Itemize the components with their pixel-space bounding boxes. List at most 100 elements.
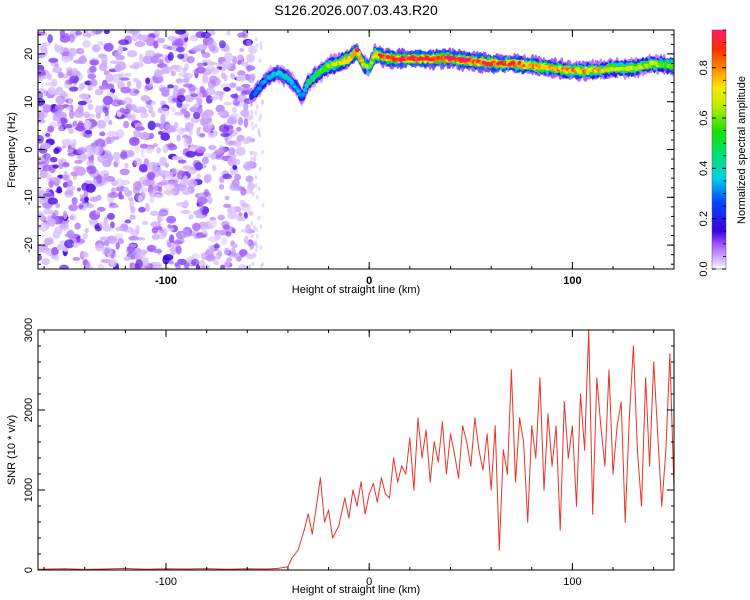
noise-blob [96, 174, 103, 184]
noise-blob [68, 98, 73, 105]
snr-point [490, 489, 492, 491]
noise-blob [58, 117, 68, 125]
noise-blob [229, 82, 237, 88]
noise-blob [157, 107, 163, 114]
noise-blob [38, 222, 49, 232]
noise-blob [58, 224, 68, 229]
noise-blob [139, 143, 149, 149]
signal-band-cell [301, 92, 306, 96]
noise-blob [78, 93, 89, 100]
noise-blob [257, 186, 261, 192]
noise-blob [162, 254, 174, 261]
noise-blob [230, 247, 236, 257]
snr-point [579, 393, 582, 395]
noise-blob [106, 153, 114, 164]
snr-point [551, 465, 553, 467]
noise-blob [248, 265, 252, 269]
colorbar-tick-label: 0.2 [698, 211, 710, 226]
noise-blob [103, 30, 110, 34]
snr-point [421, 457, 423, 459]
noise-blob [251, 191, 255, 197]
noise-blob [251, 244, 254, 250]
snr-point [445, 473, 447, 475]
noise-blob [86, 165, 97, 175]
snr-point [433, 441, 435, 443]
noise-blob [133, 157, 143, 167]
noise-blob [48, 57, 59, 63]
noise-blob [131, 113, 136, 121]
noise-blob [47, 34, 53, 44]
noise-blob [235, 146, 246, 156]
noise-blob [51, 78, 58, 87]
snr-point [612, 473, 614, 475]
noise-blob [207, 80, 216, 89]
noise-blob [38, 110, 45, 118]
noise-blob [71, 139, 77, 146]
noise-blob [104, 107, 109, 117]
noise-blob [231, 106, 237, 113]
snr-point [364, 513, 366, 515]
snr-point [437, 461, 439, 463]
noise-blob [223, 52, 234, 62]
noise-blob [141, 220, 149, 226]
noise-blob [221, 60, 232, 70]
noise-blob [218, 184, 225, 190]
noise-blob [259, 224, 263, 230]
noise-blob [49, 156, 58, 163]
noise-blob [257, 215, 261, 221]
noise-blob [89, 196, 99, 202]
noise-blob [78, 204, 84, 209]
noise-blob [62, 73, 69, 79]
noise-blob [42, 104, 52, 113]
colorbar-gradient [711, 29, 727, 270]
noise-blob [102, 225, 112, 232]
noise-blob [100, 258, 111, 264]
noise-blob [240, 61, 246, 67]
snr-point [104, 568, 106, 570]
noise-blob [98, 85, 109, 90]
snr-point [397, 481, 399, 483]
snr-y-tick-label: 1000 [23, 478, 35, 502]
noise-blob [53, 147, 60, 155]
noise-blob [68, 86, 79, 92]
noise-blob [68, 128, 74, 134]
noise-blob [140, 112, 149, 119]
spectrogram-x-axis-title: Height of straight line (km) [292, 284, 420, 296]
noise-blob [208, 132, 216, 138]
noise-blob [250, 113, 254, 119]
snr-point [567, 457, 569, 459]
noise-blob [68, 204, 78, 212]
noise-blob [150, 221, 161, 228]
noise-blob [171, 167, 177, 175]
noise-blob [86, 114, 96, 118]
noise-blob [193, 235, 203, 239]
noise-blob [255, 104, 259, 110]
noise-blob [236, 126, 242, 132]
noise-blob [135, 106, 146, 113]
noise-blob [203, 188, 210, 197]
noise-blob [139, 250, 146, 258]
snr-point [661, 505, 663, 507]
snr-point [267, 568, 269, 570]
noise-blob [135, 225, 140, 235]
noise-blob [120, 149, 127, 158]
noise-blob [237, 116, 244, 126]
noise-blob [255, 227, 259, 233]
noise-blob [249, 150, 253, 156]
snr-point [429, 481, 431, 483]
noise-blob [120, 86, 131, 94]
noise-blob [164, 171, 174, 180]
noise-blob [114, 233, 124, 239]
noise-blob [77, 100, 87, 106]
noise-blob [38, 91, 44, 100]
noise-blob [86, 160, 95, 167]
noise-blob [230, 112, 240, 118]
noise-blob [174, 38, 184, 47]
snr-point [498, 549, 500, 551]
noise-blob [135, 259, 143, 269]
noise-blob [236, 134, 245, 142]
noise-blob [235, 158, 241, 166]
noise-blob [153, 69, 163, 78]
noise-blob [217, 251, 223, 258]
noise-blob [80, 251, 89, 258]
